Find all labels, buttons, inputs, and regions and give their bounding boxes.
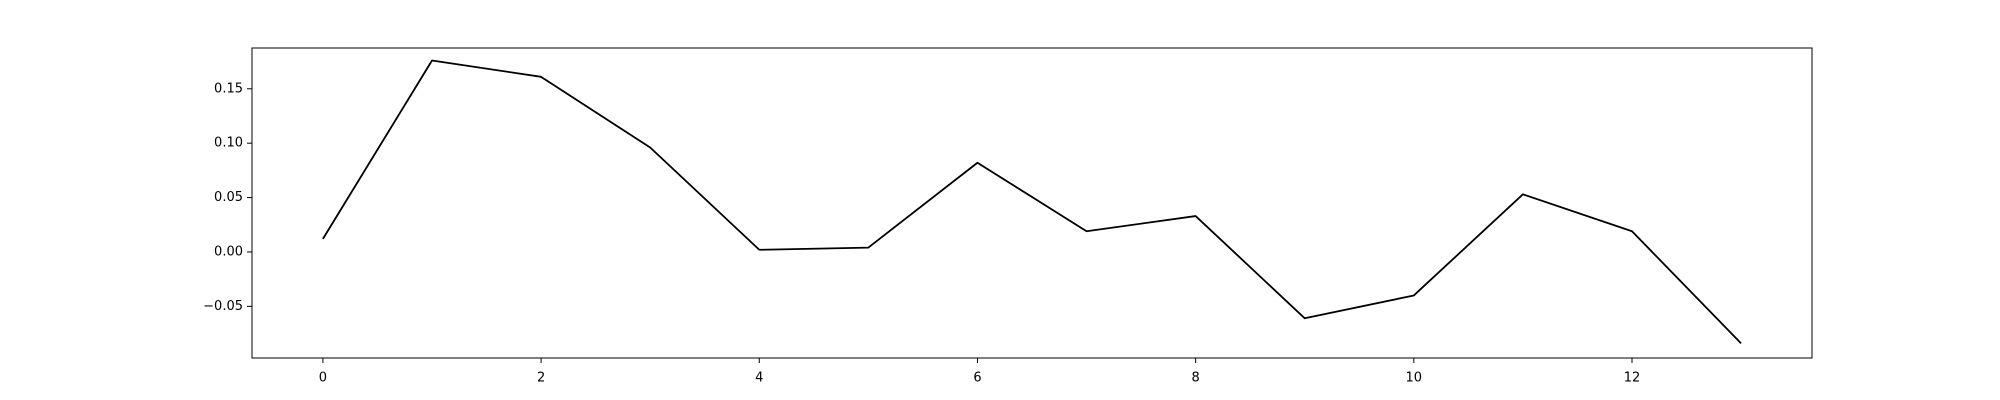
plot-area: [322, 59, 1742, 344]
y-tick-label: 0.10: [214, 136, 243, 151]
x-tick-label: 12: [1624, 371, 1641, 386]
x-tick-label: 10: [1406, 371, 1423, 386]
x-axis-ticks: 0 2 4 6 8 10 12: [319, 358, 1641, 386]
y-tick-label: 0.05: [214, 190, 243, 205]
x-tick-label: 2: [537, 371, 545, 386]
y-axis-ticks: −0.05 0.00 0.05 0.10 0.15: [203, 81, 252, 314]
series-line: [322, 59, 1742, 344]
x-tick-label: 6: [973, 371, 981, 386]
y-tick-label: −0.05: [203, 299, 243, 314]
y-tick-label: 0.15: [214, 81, 243, 96]
x-tick-label: 8: [1191, 371, 1199, 386]
x-tick-label: 4: [755, 371, 763, 386]
y-tick-label: 0.00: [214, 244, 243, 259]
x-tick-label: 0: [319, 371, 327, 386]
axes-frame: [251, 47, 1813, 359]
